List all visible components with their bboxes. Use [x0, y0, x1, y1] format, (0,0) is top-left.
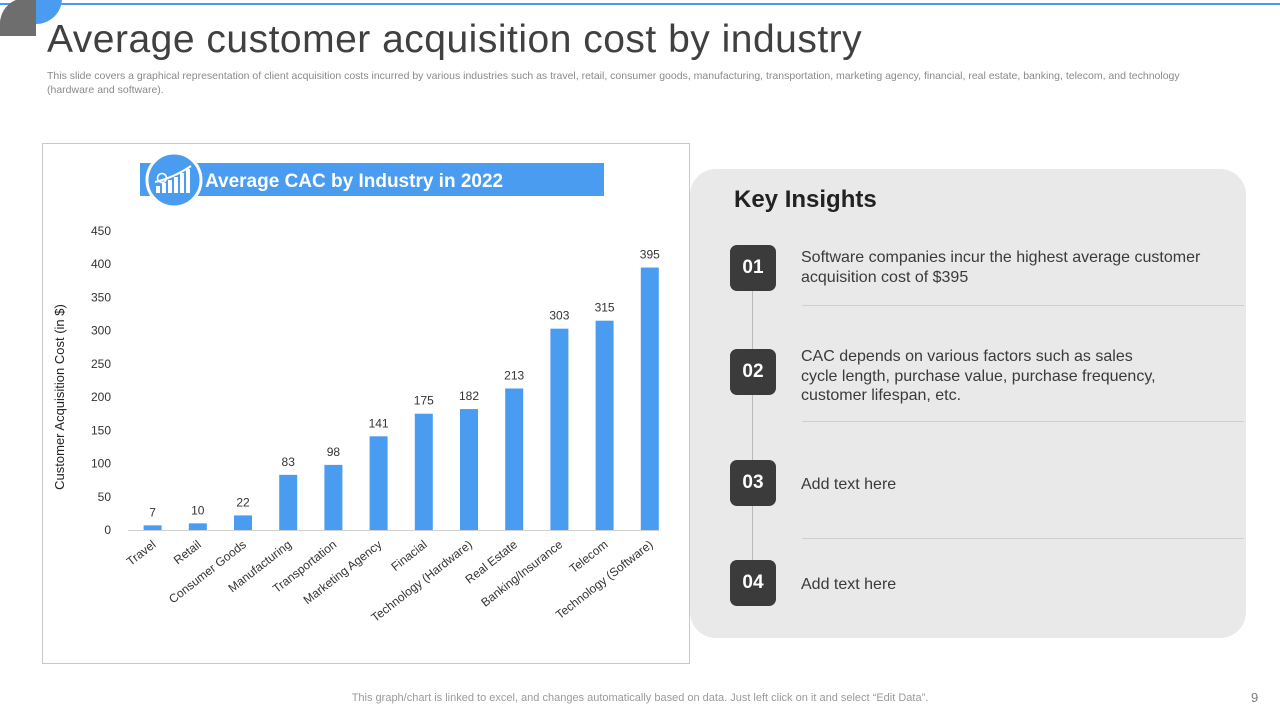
- chart-title-banner: [140, 163, 604, 196]
- y-axis-label: Customer Acquisition Cost (in $): [52, 304, 67, 490]
- chart-container[interactable]: Average CAC by Industry in 2022 Customer…: [42, 143, 690, 664]
- y-tick-label-9: 450: [91, 224, 111, 238]
- insight-divider-3: [802, 538, 1244, 539]
- insight-text-1: Software companies incur the highest ave…: [801, 249, 1201, 286]
- insight-number-2: 02: [730, 349, 776, 395]
- x-tick-label-1: Retail: [171, 537, 204, 567]
- footer-note: This graph/chart is linked to excel, and…: [351, 692, 929, 704]
- bar-7: [460, 409, 478, 530]
- y-tick-label-5: 250: [91, 357, 111, 371]
- y-tick-label-1: 50: [98, 490, 112, 504]
- bar-10: [595, 320, 614, 530]
- y-tick-label-4: 200: [91, 390, 111, 404]
- data-label-3: 83: [282, 455, 296, 469]
- bar-11: [640, 267, 659, 530]
- y-tick-label-0: 0: [104, 523, 111, 537]
- bar-6: [414, 413, 433, 530]
- x-tick-label-5: Marketing Agency: [301, 537, 385, 607]
- bar-chart[interactable]: Average CAC by Industry in 2022 Customer…: [43, 144, 689, 663]
- bar-8: [505, 388, 524, 530]
- data-label-2: 22: [236, 495, 250, 509]
- bar-1: [188, 523, 207, 530]
- bar-4: [324, 464, 343, 530]
- insight-text-3: Add text here: [801, 476, 897, 493]
- corner-decoration: [0, 0, 62, 36]
- x-tick-label-9: Banking/Insurance: [478, 537, 565, 609]
- y-tick-label-3: 150: [91, 423, 111, 437]
- data-label-10: 315: [595, 301, 615, 315]
- data-labels: 7 10 22 83 98 141 175 182 213 303 315 395: [149, 248, 660, 520]
- chart-title: Average CAC by Industry in 2022: [205, 171, 503, 192]
- data-label-1: 10: [191, 503, 205, 517]
- page-number: 9: [1251, 690, 1259, 705]
- bar-2: [234, 515, 252, 530]
- key-insights-panel: Key Insights 01 Software companies incur…: [690, 169, 1246, 638]
- data-label-5: 141: [369, 416, 389, 430]
- insight-number-1: 01: [730, 245, 776, 291]
- x-tick-label-0: Travel: [124, 537, 159, 568]
- top-accent-line: [0, 3, 1280, 5]
- y-tick-label-8: 400: [91, 257, 111, 271]
- y-tick-label-7: 350: [91, 290, 111, 304]
- insight-divider-1: [802, 305, 1244, 306]
- data-label-11: 395: [640, 248, 660, 262]
- data-label-0: 7: [149, 505, 156, 519]
- data-label-6: 175: [414, 394, 434, 408]
- bar-5: [369, 436, 388, 530]
- insight-text-4: Add text here: [801, 576, 897, 593]
- insight-text-2: CAC depends on various factors such as s…: [801, 348, 1156, 404]
- y-tick-label-2: 100: [91, 457, 111, 471]
- bar-0: [143, 525, 162, 530]
- data-label-8: 213: [504, 368, 524, 382]
- x-tick-label-6: Finacial: [388, 537, 429, 573]
- page-title: Average customer acquisition cost by ind…: [47, 18, 863, 61]
- insight-number-3: 03: [730, 460, 776, 506]
- page-subtitle: This slide covers a graphical representa…: [47, 70, 1180, 96]
- insight-divider-2: [802, 421, 1244, 422]
- insights-title: Key Insights: [734, 186, 877, 213]
- insights-timeline: [752, 267, 753, 597]
- x-tick-label-2: Consumer Goods: [166, 537, 249, 606]
- data-label-4: 98: [327, 445, 341, 459]
- bar-9: [550, 328, 569, 530]
- y-tick-label-6: 300: [91, 324, 111, 338]
- growth-chart-icon: [154, 165, 192, 193]
- data-label-9: 303: [549, 309, 569, 323]
- bar-3: [279, 474, 298, 530]
- data-label-7: 182: [459, 389, 479, 403]
- y-axis-ticks: 0 50 100 150 200 250 300 350 400 450: [91, 224, 111, 537]
- insight-number-4: 04: [730, 560, 776, 606]
- bar-series: [143, 267, 659, 530]
